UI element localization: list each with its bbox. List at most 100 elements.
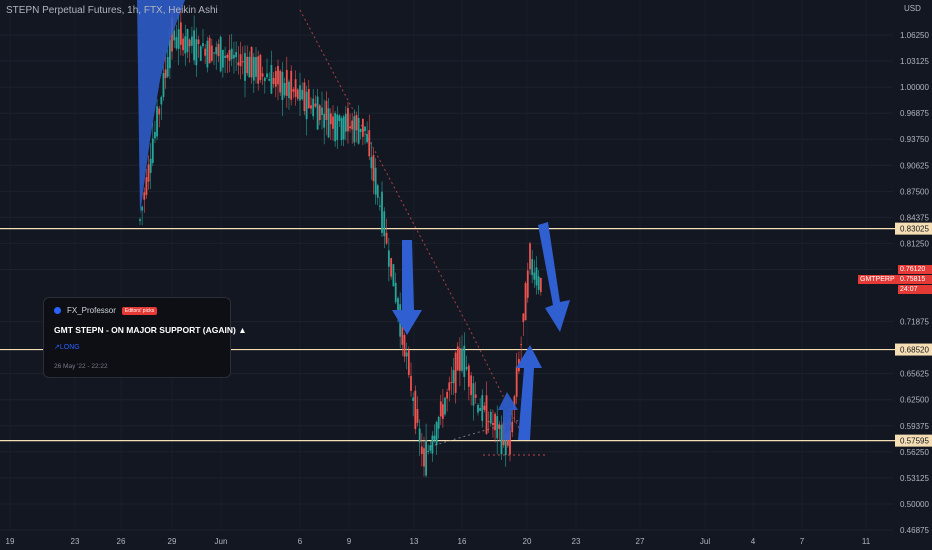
candle-body [184,36,187,54]
x-tick-label: 6 [298,537,303,546]
candle-body [158,108,161,115]
candle-body [250,46,253,78]
candle-body [191,36,193,46]
countdown-tag: 24:07 [898,285,932,294]
y-tick-label: 0.71875 [900,318,929,327]
candle-body [143,192,146,200]
x-tick-label: 9 [347,537,352,546]
time-axis[interactable]: 19 23 26 29 Jun 6 9 13 16 20 23 27 Jul 4 7 11 [6,537,871,546]
candle-body [277,65,279,85]
candle-body [477,405,479,413]
candle-body [141,206,144,211]
candle-body [197,39,200,45]
candle-body [173,30,176,41]
candle-body [210,45,213,61]
y-tick-label: 0.50000 [900,500,929,509]
candle-body [237,62,240,66]
down-arrow-2 [538,222,570,332]
candle-body [149,158,152,173]
y-tick-label: 0.90625 [900,161,929,170]
candle-body [246,56,249,74]
candle-body [487,421,490,423]
candle-body [204,48,207,56]
currency-label: USD [904,4,921,13]
x-tick-label: 26 [117,537,126,546]
candle-body [257,56,260,84]
x-tick-label: 19 [6,537,15,546]
candle-body [219,36,222,72]
candle-body [385,232,388,244]
y-tick-label: 0.65625 [900,370,929,379]
candle-body [444,397,446,415]
x-tick-label: 16 [458,537,467,546]
candle-body [162,73,165,97]
x-tick-label: Jul [700,537,710,546]
candle-body [188,39,191,47]
idea-side: ↗LONG [54,344,80,351]
y-tick-label: 0.53125 [900,474,929,483]
candle-body [281,71,284,101]
candle-body [470,375,473,395]
candle-body [366,134,369,143]
candle-body [252,56,255,81]
candle-body [531,259,534,276]
candle-body [177,29,180,49]
candle-body [483,405,486,410]
idea-card[interactable]: FX_Professor Editors' picks GMT STEPN - … [43,297,247,378]
candle-body [316,96,319,130]
candle-body [539,278,542,292]
candle-body [310,105,312,109]
candle-body [511,422,514,433]
candle-body [206,40,209,68]
candle-body [301,89,304,100]
x-tick-label: 11 [862,537,871,546]
candle-body [329,113,332,125]
level-tag-bg [895,222,932,235]
y-tick-label: 0.87500 [900,187,929,196]
candle-body [474,394,477,398]
candle-body [347,108,349,132]
candle-body [494,413,496,431]
candle-body [405,352,408,357]
author-name[interactable]: FX_Professor [67,306,116,315]
candle-body [224,55,226,58]
candle-body [239,54,242,67]
candle-body [272,77,275,85]
candle-body [374,167,377,195]
candle-body [175,37,178,49]
idea-headline: GMT STEPN - ON MAJOR SUPPORT (AGAIN) ▲ [54,325,247,335]
level-tag: 0.83025 [900,225,929,234]
candle-body [268,79,271,81]
candle-body [233,54,235,59]
candle-body [294,79,297,97]
candle-body [290,70,293,100]
candle-body [323,113,326,128]
candle-body [241,61,244,63]
symbol-tag: GMTPERP [858,275,898,284]
candle-body [274,71,277,87]
candle-body [182,38,184,51]
candle-body [338,115,341,121]
down-arrow-1 [392,240,422,335]
candle-body [437,416,440,429]
candle-body [481,395,484,421]
candle-body [292,89,295,92]
candle-body [145,177,148,195]
candle-body [303,82,306,112]
y-tick-label: 0.56250 [900,448,929,457]
candle-body [171,18,173,52]
x-tick-label: 23 [71,537,80,546]
candle-body [193,30,196,61]
x-tick-label: 23 [572,537,581,546]
candle-body [533,272,536,280]
long-arrow-icon: ↗ [54,344,60,351]
candle-body [431,435,434,454]
candle-body [164,69,167,78]
candle-body [500,425,503,455]
candle-body [368,130,371,157]
candle-body [213,52,215,54]
candle-body [463,345,466,377]
candle-body [314,103,317,107]
candle-body [248,56,251,78]
